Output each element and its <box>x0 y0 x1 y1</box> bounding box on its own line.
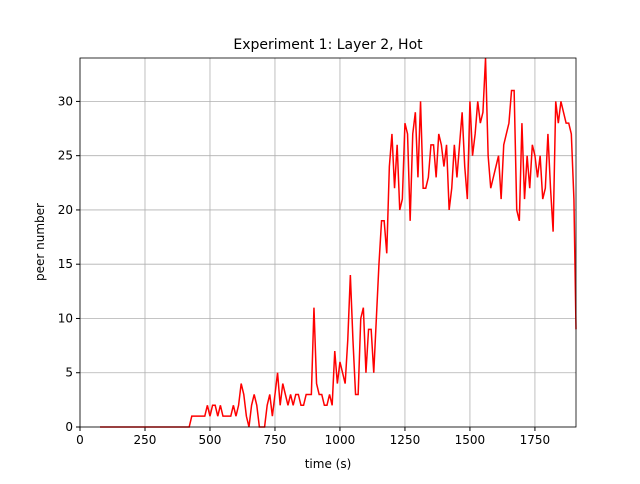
axes-frame <box>79 57 577 428</box>
x-tick-label: 1250 <box>390 433 421 447</box>
x-tick-label: 250 <box>134 433 157 447</box>
x-tick-label: 1000 <box>325 433 356 447</box>
y-tick-label: 20 <box>58 203 73 217</box>
y-axis-label: peer number <box>33 203 47 281</box>
x-tick-label: 0 <box>76 433 84 447</box>
x-tick-label: 1750 <box>520 433 551 447</box>
data-line <box>100 57 577 428</box>
x-tick-label: 750 <box>264 433 287 447</box>
y-tick-label: 15 <box>58 257 73 271</box>
y-tick-label: 10 <box>58 311 73 325</box>
y-tick-label: 30 <box>58 94 73 108</box>
y-tick-label: 25 <box>58 149 73 163</box>
chart-title: Experiment 1: Layer 2, Hot <box>233 37 423 53</box>
y-tick-label: 0 <box>65 420 73 434</box>
x-axis-label: time (s) <box>305 457 352 471</box>
x-tick-label: 1500 <box>455 433 486 447</box>
y-tick-label: 5 <box>65 366 73 380</box>
x-tick-label: 500 <box>199 433 222 447</box>
